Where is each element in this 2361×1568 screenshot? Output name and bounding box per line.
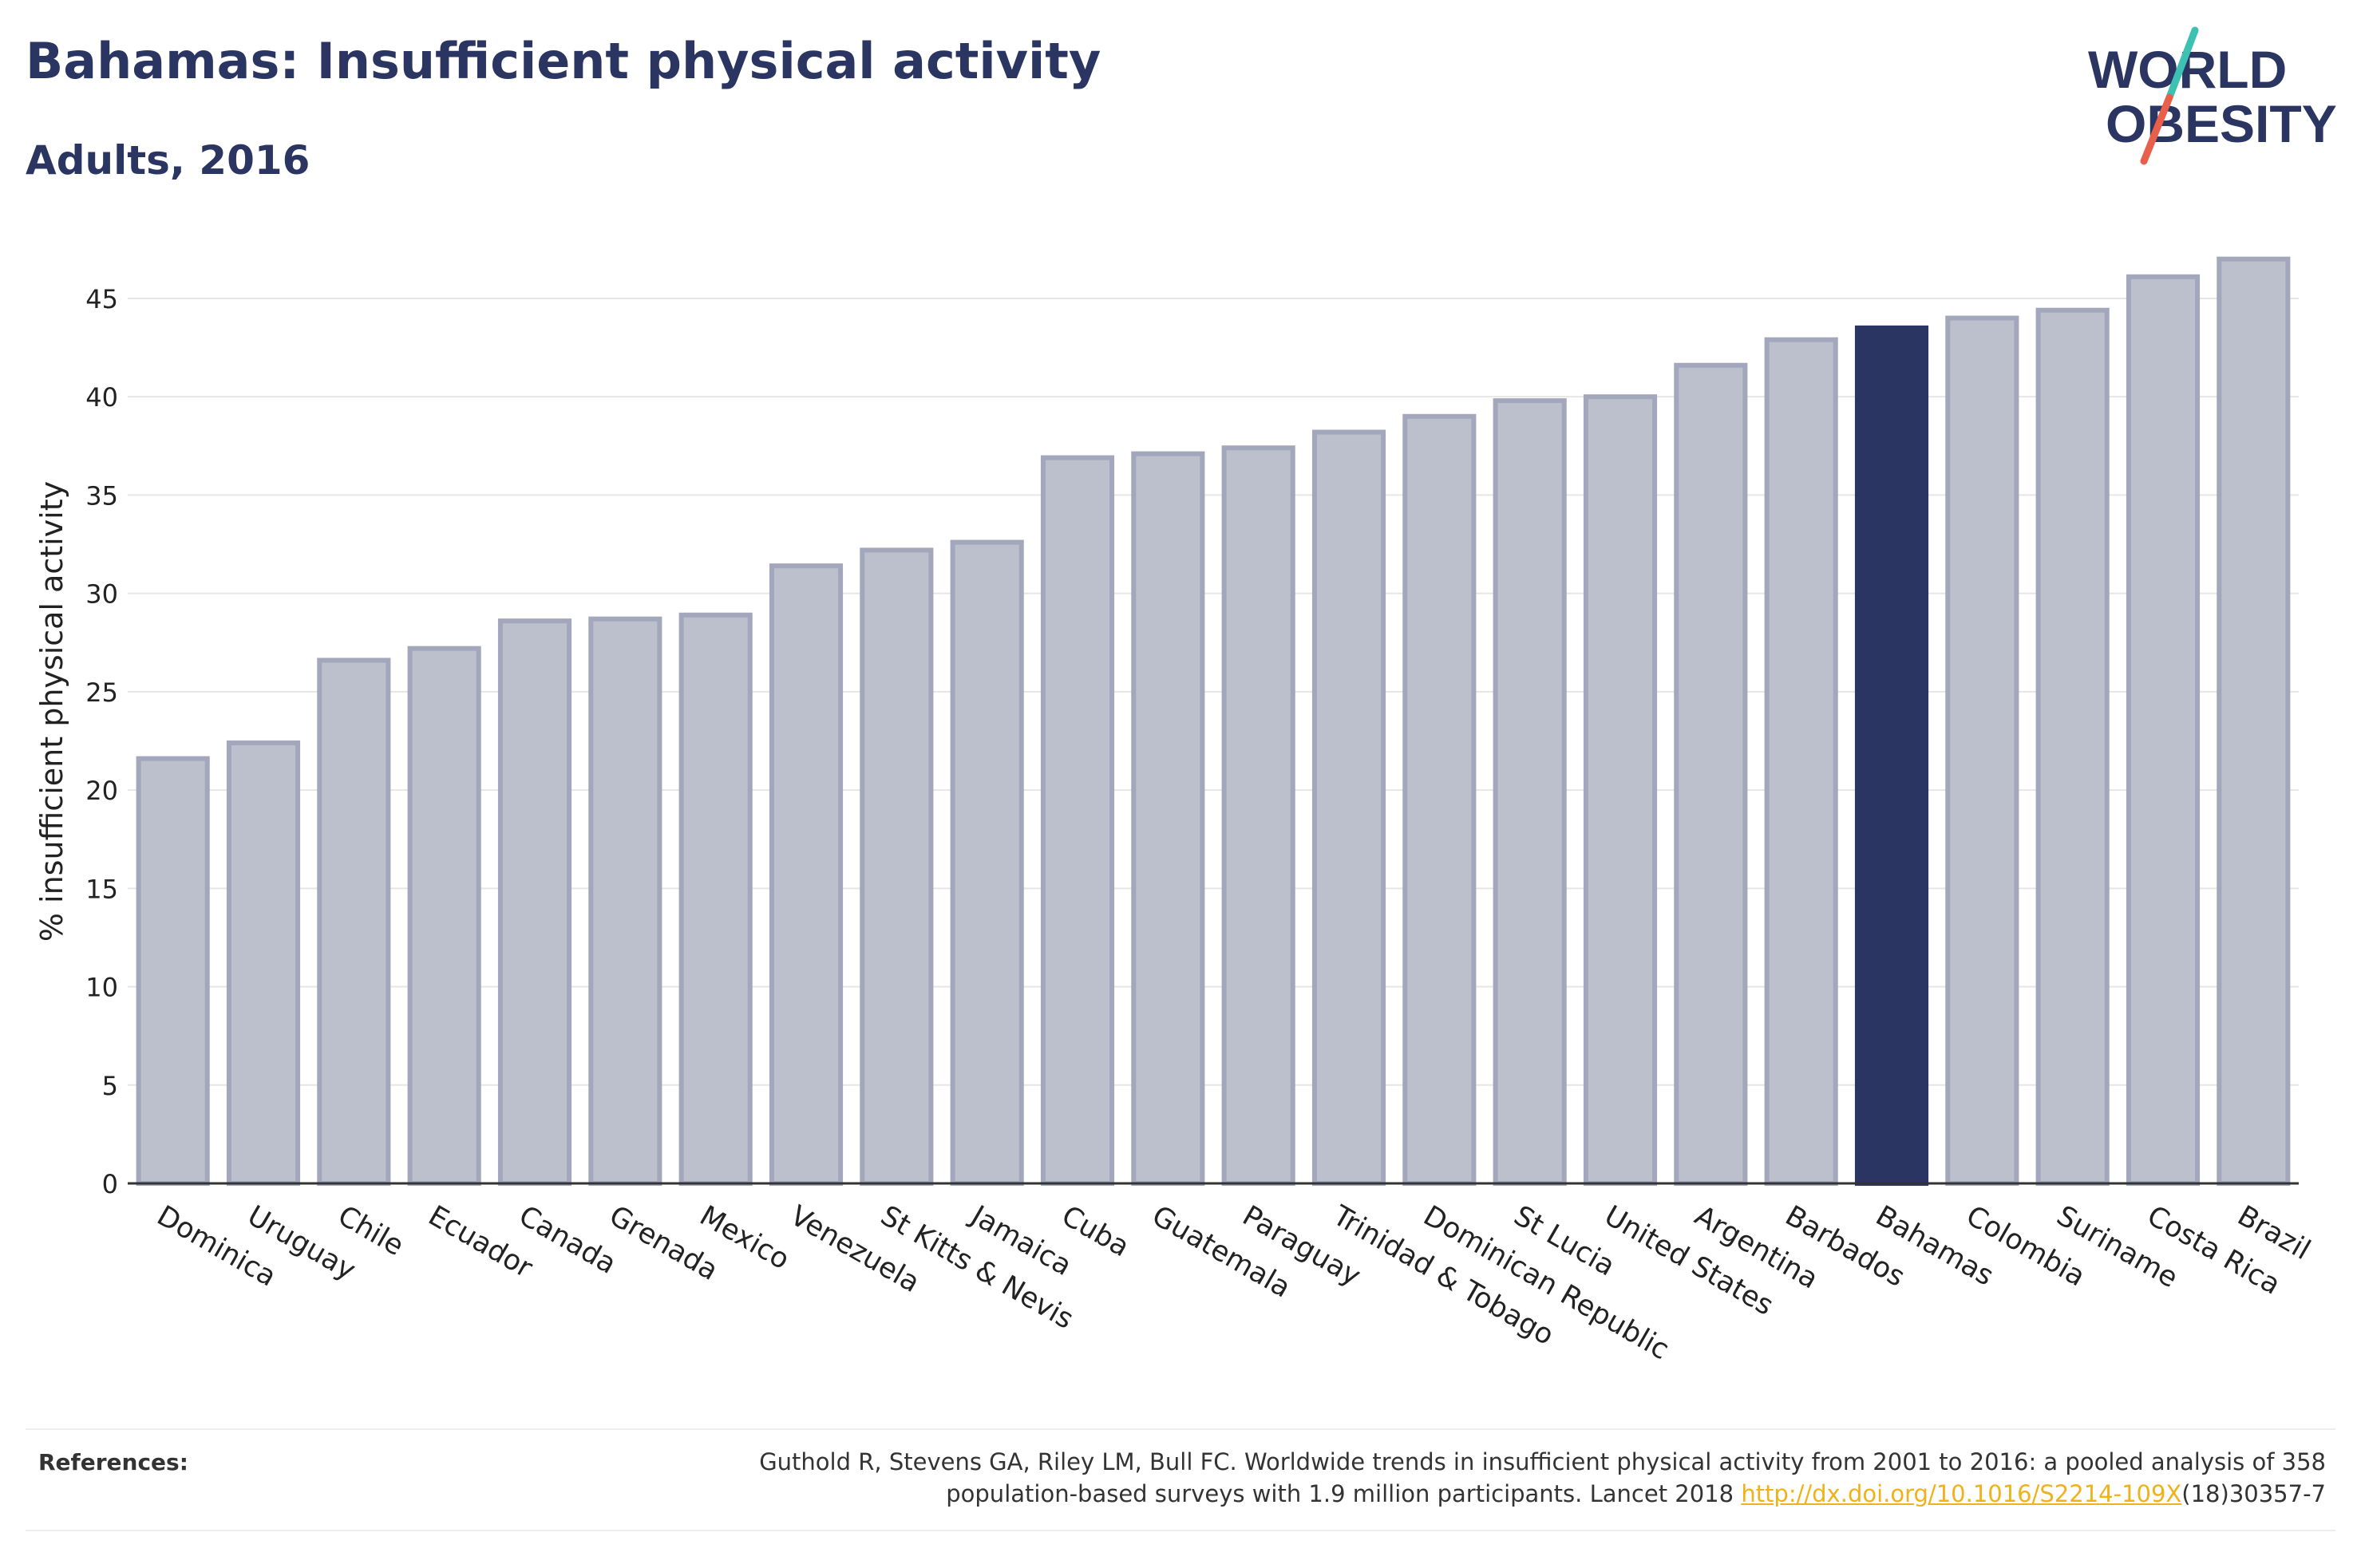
y-tick-label: 15 xyxy=(85,874,118,904)
bar-suriname xyxy=(2035,307,2110,1187)
bar-dominican-republic xyxy=(1402,413,1477,1186)
reference-line-1: Guthold R, Stevens GA, Riley LM, Bull FC… xyxy=(759,1448,2326,1475)
reference-doi-link[interactable]: http://dx.doi.org/10.1016/S2214-109X xyxy=(1741,1480,2182,1507)
bar-st-lucia xyxy=(1493,398,1567,1186)
bar-colombia xyxy=(1945,315,2019,1186)
references-panel: References: Guthold R, Stevens GA, Riley… xyxy=(26,1428,2335,1531)
y-tick-label: 0 xyxy=(102,1169,118,1199)
y-tick-label: 30 xyxy=(85,579,118,610)
chart-subtitle: Adults, 2016 xyxy=(26,137,310,184)
y-tick-label: 35 xyxy=(85,480,118,511)
world-obesity-logo: WORLD OBESITY xyxy=(2088,26,2337,165)
bar-trinidad-tobago xyxy=(1311,429,1386,1186)
bar-grenada xyxy=(588,616,662,1186)
reference-line-2: population-based surveys with 1.9 millio… xyxy=(946,1480,1742,1507)
bar-cuba xyxy=(1040,455,1115,1186)
bar-venezuela xyxy=(769,563,844,1186)
bar-mexico xyxy=(678,612,753,1186)
bar-barbados xyxy=(1764,337,1838,1187)
bar-chart: 0 5 10 15 20 25 30 35 40 45 % insufficient physica… xyxy=(34,256,2316,1366)
bar-brazil xyxy=(2217,256,2291,1186)
y-tick-label: 5 xyxy=(102,1071,118,1101)
references-label: References: xyxy=(38,1449,188,1475)
bar-dominica xyxy=(136,756,210,1186)
y-tick-label: 10 xyxy=(85,973,118,1003)
logo-slash-top xyxy=(2165,26,2199,101)
bar-costa-rica xyxy=(2126,274,2201,1187)
logo-word-obesity: OBESITY xyxy=(2106,94,2337,153)
bar-st-kitts-nevis xyxy=(860,547,934,1186)
y-axis-title: % insufficient physical activity xyxy=(34,481,69,942)
bar-ecuador xyxy=(407,646,481,1186)
bar-argentina xyxy=(1674,362,1748,1187)
bar-uruguay xyxy=(226,740,301,1186)
bar-paraguay xyxy=(1221,445,1295,1186)
bar-bahamas xyxy=(1854,325,1929,1186)
x-tick-label: Ecuador xyxy=(423,1200,538,1285)
y-tick-label: 45 xyxy=(85,284,118,314)
reference-line-2-suffix: (18)30357-7 xyxy=(2181,1480,2326,1507)
y-tick-label: 25 xyxy=(85,677,118,708)
logo-slash-bottom xyxy=(2140,93,2173,165)
y-tick-label: 40 xyxy=(85,382,118,413)
bar-united-states xyxy=(1583,394,1658,1186)
bar-jamaica xyxy=(950,539,1024,1186)
y-tick-label: 20 xyxy=(85,776,118,806)
bar-guatemala xyxy=(1131,451,1205,1186)
bar-canada xyxy=(497,618,572,1186)
references-text: Guthold R, Stevens GA, Riley LM, Bull FC… xyxy=(570,1446,2326,1510)
bar-chile xyxy=(317,658,391,1186)
chart-title: Bahamas: Insufficient physical activity xyxy=(26,32,1101,90)
